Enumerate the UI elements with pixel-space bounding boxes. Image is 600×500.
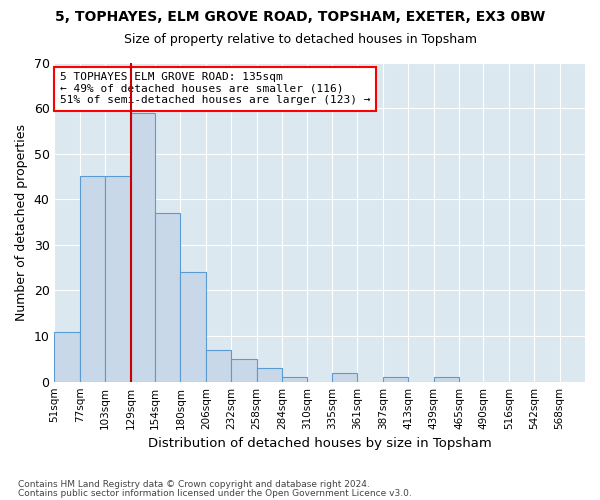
Text: 5, TOPHAYES, ELM GROVE ROAD, TOPSHAM, EXETER, EX3 0BW: 5, TOPHAYES, ELM GROVE ROAD, TOPSHAM, EX… <box>55 10 545 24</box>
Bar <box>383 377 408 382</box>
Bar <box>131 112 155 382</box>
Bar <box>181 272 206 382</box>
X-axis label: Distribution of detached houses by size in Topsham: Distribution of detached houses by size … <box>148 437 491 450</box>
Bar <box>105 176 131 382</box>
Bar <box>80 176 105 382</box>
Bar <box>434 377 459 382</box>
Bar <box>231 359 257 382</box>
Bar <box>155 213 181 382</box>
Y-axis label: Number of detached properties: Number of detached properties <box>15 124 28 320</box>
Text: Contains HM Land Registry data © Crown copyright and database right 2024.: Contains HM Land Registry data © Crown c… <box>18 480 370 489</box>
Bar <box>257 368 282 382</box>
Bar <box>206 350 231 382</box>
Text: Contains public sector information licensed under the Open Government Licence v3: Contains public sector information licen… <box>18 488 412 498</box>
Text: Size of property relative to detached houses in Topsham: Size of property relative to detached ho… <box>124 32 476 46</box>
Bar <box>55 332 80 382</box>
Bar <box>282 377 307 382</box>
Bar <box>332 372 358 382</box>
Text: 5 TOPHAYES ELM GROVE ROAD: 135sqm
← 49% of detached houses are smaller (116)
51%: 5 TOPHAYES ELM GROVE ROAD: 135sqm ← 49% … <box>60 72 370 106</box>
